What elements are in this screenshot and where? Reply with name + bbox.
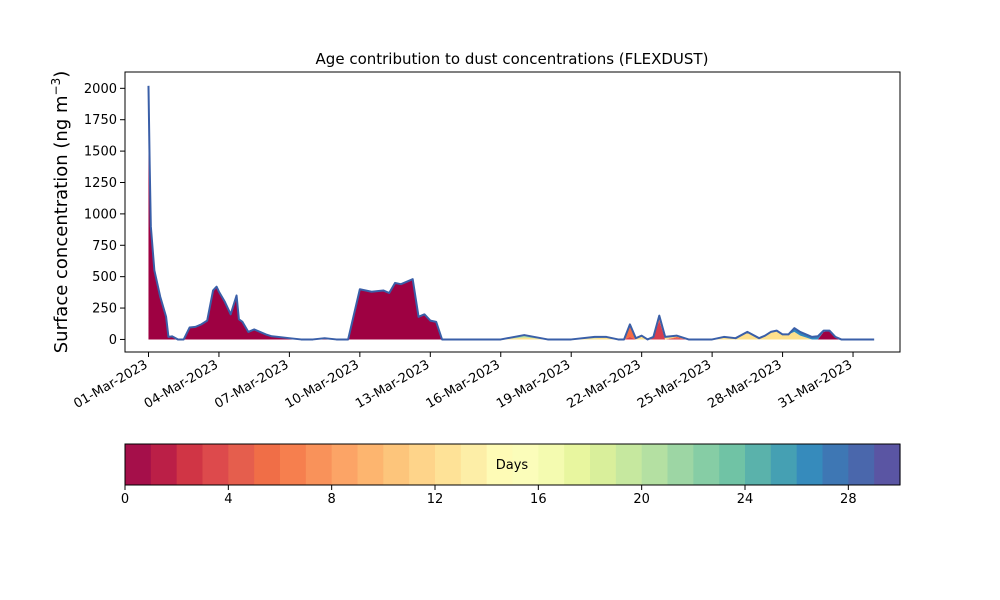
area-series-4 [148,85,875,340]
colorbar-swatch [305,444,333,485]
colorbar-swatch [331,444,359,485]
area-series-0 [148,85,875,340]
colorbar-swatch [150,444,178,485]
colorbar-swatch [590,444,617,485]
area-series-1 [148,85,875,340]
y-tick-label: 1750 [84,113,117,128]
x-tick-label: 07-Mar-2023 [212,357,291,411]
colorbar-tick-label: 8 [328,492,336,507]
area-series-3 [148,85,875,340]
colorbar-tick-label: 16 [530,492,547,507]
colorbar-swatch [538,444,565,485]
y-tick-label: 2000 [84,82,117,97]
colorbar-swatch [357,444,384,485]
x-tick-label: 28-Mar-2023 [705,357,784,411]
colorbar-frame [124,443,901,486]
x-axis: 01-Mar-202304-Mar-202307-Mar-202310-Mar-… [71,352,855,412]
outline-layer [147,85,875,341]
x-tick-label: 22-Mar-2023 [565,357,644,411]
colorbar-swatch [564,444,591,485]
colorbar-swatch [615,444,643,485]
colorbar: 0 4 8 12 16 20 24 28 [121,443,901,507]
colorbar-swatch [486,444,514,485]
colorbar-swatch [874,444,901,485]
colorbar-swatch [228,444,255,485]
colorbar-swatch [280,444,307,485]
colorbar-swatch [770,444,798,485]
x-tick-label: 25-Mar-2023 [635,357,714,411]
area-series-2 [148,85,875,340]
colorbar-tick-label: 28 [840,492,857,507]
colorbar-swatch [667,444,694,485]
colorbar-swatch [796,444,824,485]
x-tick-label: 10-Mar-2023 [283,357,362,411]
colorbar-swatch [512,444,539,485]
y-tick-label: 0 [109,333,117,348]
colorbar-tick-label: 20 [633,492,650,507]
colorbar-swatch [125,444,152,485]
x-tick-label: 13-Mar-2023 [353,357,432,411]
colorbar-tick-label: 0 [121,492,129,507]
colorbar-swatch [435,444,462,485]
colorbar-tick-label: 4 [224,492,232,507]
colorbar-label: Days [496,458,529,473]
x-tick-label: 19-Mar-2023 [494,357,573,411]
total-outline-line [147,85,875,341]
colorbar-swatch [176,444,204,485]
x-tick-label: 01-Mar-2023 [71,357,150,411]
x-tick-label: 31-Mar-2023 [776,357,855,411]
y-axis-label-superscript: −3 [49,78,63,96]
colorbar-tick-label: 12 [427,492,444,507]
colorbar-swatch [848,444,875,485]
colorbar-swatch [745,444,772,485]
colorbar-swatch [254,444,281,485]
y-axis-label-main: Surface concentration (ng m [51,95,72,353]
x-tick-label: 16-Mar-2023 [424,357,503,411]
x-tick-label: 04-Mar-2023 [142,357,221,411]
colorbar-swatch [460,444,488,485]
plot-area [124,71,901,353]
colorbar-swatch [693,444,720,485]
colorbar-swatch [822,444,849,485]
y-tick-label: 1250 [84,176,117,191]
plot-frame [124,71,901,353]
area-series-5 [148,85,875,340]
colorbar-swatch [641,444,669,485]
y-tick-label: 750 [92,239,117,254]
colorbar-swatch [383,444,410,485]
area-layer [148,85,875,340]
colorbar-swatch [719,444,746,485]
y-axis: 0 250 500 750 1000 1250 1500 1750 2000 [84,82,125,348]
colorbar-tick-label: 24 [737,492,754,507]
y-tick-label: 500 [92,270,117,285]
y-tick-label: 1000 [84,207,117,222]
y-axis-label: Surface concentration (ng m−3) [49,71,72,354]
y-tick-label: 1500 [84,145,117,160]
y-tick-label: 250 [92,302,117,317]
y-axis-label-close: ) [51,71,72,78]
colorbar-swatch [409,444,436,485]
colorbar-swatch [202,444,229,485]
chart-title: Age contribution to dust concentrations … [316,50,709,68]
